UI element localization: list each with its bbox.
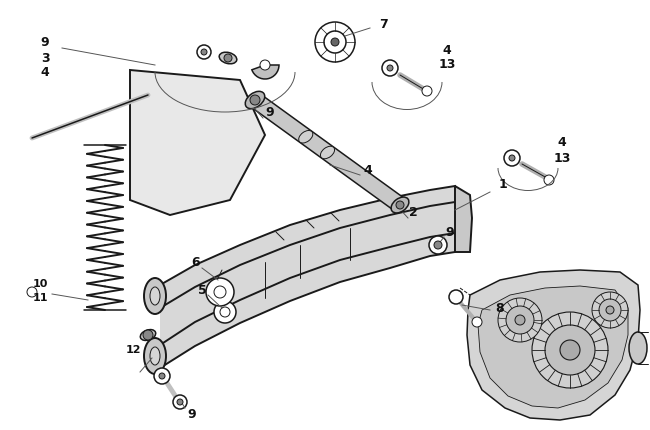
Ellipse shape <box>245 91 265 109</box>
Circle shape <box>324 31 346 53</box>
Text: 5: 5 <box>198 283 207 297</box>
Circle shape <box>422 86 432 96</box>
Text: 7: 7 <box>378 18 387 31</box>
Circle shape <box>472 317 482 327</box>
Circle shape <box>197 45 211 59</box>
Circle shape <box>224 54 232 62</box>
Text: 6: 6 <box>192 257 200 270</box>
Ellipse shape <box>144 278 166 314</box>
Text: 9: 9 <box>188 408 196 421</box>
Circle shape <box>498 298 542 342</box>
Circle shape <box>154 368 170 384</box>
Circle shape <box>173 395 187 409</box>
Circle shape <box>434 241 442 249</box>
Ellipse shape <box>629 332 647 364</box>
Polygon shape <box>160 233 455 368</box>
Text: 9: 9 <box>266 107 274 120</box>
Text: 11: 11 <box>32 293 47 303</box>
Ellipse shape <box>299 130 313 143</box>
Text: 2: 2 <box>409 206 417 219</box>
Circle shape <box>331 38 339 46</box>
Ellipse shape <box>140 329 156 341</box>
Polygon shape <box>467 270 640 420</box>
Text: 4: 4 <box>40 67 49 80</box>
Circle shape <box>506 306 534 334</box>
Text: 8: 8 <box>496 301 504 314</box>
Circle shape <box>206 278 234 306</box>
Text: 3: 3 <box>41 52 49 64</box>
Circle shape <box>315 22 355 62</box>
Circle shape <box>220 307 230 317</box>
Wedge shape <box>252 65 279 79</box>
Text: 9: 9 <box>41 37 49 49</box>
Circle shape <box>560 340 580 360</box>
Text: 12: 12 <box>125 345 141 355</box>
Circle shape <box>449 290 463 304</box>
Circle shape <box>27 287 37 297</box>
Text: 13: 13 <box>553 151 571 165</box>
Polygon shape <box>455 186 472 252</box>
Text: 1: 1 <box>499 178 508 191</box>
Circle shape <box>592 292 628 328</box>
Polygon shape <box>160 202 455 345</box>
Text: 4: 4 <box>443 43 451 56</box>
Circle shape <box>260 60 270 70</box>
Circle shape <box>606 306 614 314</box>
Text: 9: 9 <box>446 225 454 239</box>
Polygon shape <box>250 93 405 212</box>
Circle shape <box>387 65 393 71</box>
Ellipse shape <box>219 52 237 64</box>
Polygon shape <box>160 186 455 308</box>
Circle shape <box>250 95 260 105</box>
Circle shape <box>159 373 165 379</box>
Polygon shape <box>130 70 265 215</box>
Circle shape <box>429 236 447 254</box>
Circle shape <box>509 155 515 161</box>
Circle shape <box>599 299 621 321</box>
Circle shape <box>382 60 398 76</box>
Circle shape <box>214 286 226 298</box>
Text: 13: 13 <box>438 58 456 71</box>
Text: 4: 4 <box>558 136 566 150</box>
Circle shape <box>396 201 404 209</box>
Ellipse shape <box>144 338 166 374</box>
Ellipse shape <box>150 287 160 305</box>
Ellipse shape <box>320 146 335 159</box>
Text: 10: 10 <box>32 279 47 289</box>
Circle shape <box>532 312 608 388</box>
Circle shape <box>177 399 183 405</box>
Ellipse shape <box>150 347 160 365</box>
Polygon shape <box>478 286 628 408</box>
Circle shape <box>504 150 520 166</box>
Circle shape <box>515 315 525 325</box>
Circle shape <box>143 330 153 340</box>
Circle shape <box>214 301 236 323</box>
Circle shape <box>544 175 554 185</box>
Ellipse shape <box>391 197 409 213</box>
Circle shape <box>201 49 207 55</box>
Text: 4: 4 <box>363 163 372 176</box>
Circle shape <box>545 325 595 375</box>
